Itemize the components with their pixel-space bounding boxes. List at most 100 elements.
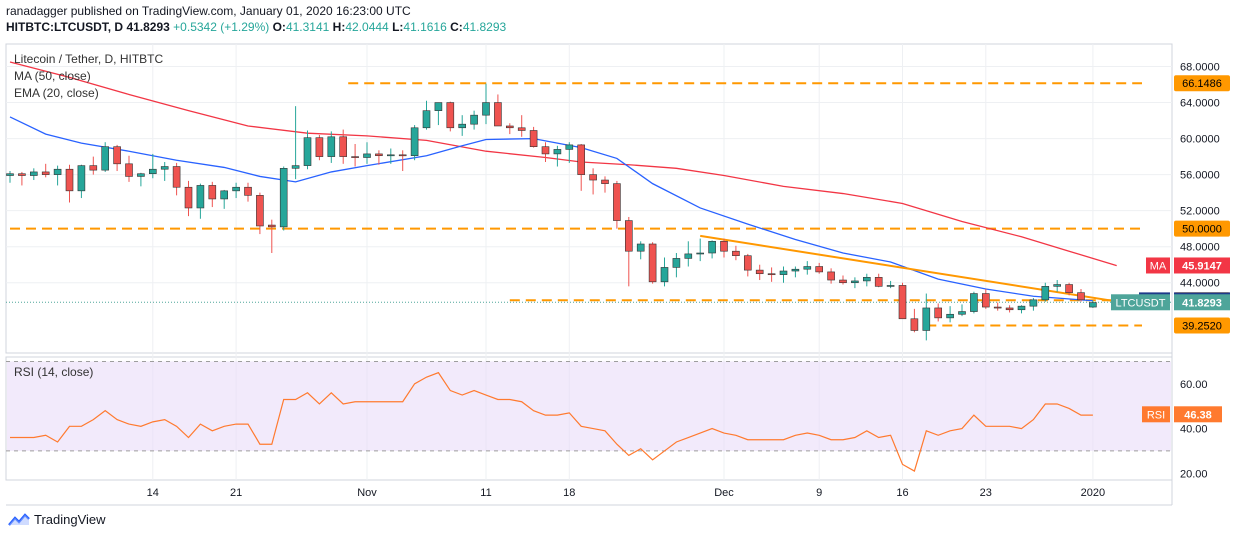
level-price-label: 50.0000 xyxy=(1182,224,1222,236)
candle-body xyxy=(53,168,62,175)
candle-body xyxy=(470,114,478,125)
price-pane xyxy=(5,43,1173,354)
rsi-line xyxy=(10,371,1093,472)
candle-body xyxy=(256,195,264,227)
candle-body xyxy=(446,102,455,129)
legend-ema: EMA (20, close) xyxy=(14,86,99,100)
candle-body xyxy=(696,252,705,255)
price-tick-label: 48.0000 xyxy=(1180,242,1220,254)
ema20-line xyxy=(9,116,1093,302)
candle-body xyxy=(89,165,98,171)
tradingview-logo-icon xyxy=(8,512,30,526)
candle-body xyxy=(934,307,943,319)
candle-body xyxy=(577,144,586,175)
candle-body xyxy=(672,258,681,268)
time-tick-label: 2020 xyxy=(1081,487,1105,499)
rsi-tick-label: 40.00 xyxy=(1180,424,1208,436)
candle-body xyxy=(720,240,728,252)
candle-body xyxy=(1065,284,1073,293)
series-name-tag xyxy=(1111,294,1170,311)
candle-body xyxy=(553,149,562,155)
candle-body xyxy=(327,136,336,157)
candle-body xyxy=(827,271,835,281)
price-tick-label: 68.0000 xyxy=(1180,62,1220,74)
candle-body xyxy=(494,102,502,127)
tradingview-logo[interactable]: TradingView xyxy=(8,512,106,527)
candle-body xyxy=(172,166,181,188)
level-price-label: 66.1486 xyxy=(1182,78,1222,90)
candle-body xyxy=(1005,307,1014,311)
candle-body xyxy=(851,280,859,284)
candle-body xyxy=(232,186,240,192)
legend-title: Litecoin / Tether, D, HITBTC xyxy=(14,52,164,66)
candle-body xyxy=(874,277,883,287)
candle-body xyxy=(482,102,490,116)
candle-body xyxy=(541,146,550,155)
published-line: ranadagger published on TradingView.com,… xyxy=(6,4,411,18)
candle-body xyxy=(1029,299,1038,307)
series-value-label: 41.8293 xyxy=(1182,297,1222,309)
candle-body xyxy=(910,318,919,331)
candle-body xyxy=(684,253,693,259)
candle-body xyxy=(160,166,169,170)
candle-body xyxy=(565,144,574,150)
candle-body xyxy=(1017,305,1026,311)
candle-body xyxy=(624,220,633,252)
candle-body xyxy=(137,173,145,177)
candle-body xyxy=(1041,286,1050,301)
candle-body xyxy=(434,102,443,111)
series-name-tag xyxy=(1146,257,1170,274)
candle-body xyxy=(839,279,847,284)
time-tick-label: 21 xyxy=(230,487,242,499)
level-price-tag xyxy=(1174,75,1230,92)
price-tick-label: 56.0000 xyxy=(1180,170,1220,182)
candle-body xyxy=(862,277,871,282)
level-price-label: 39.2520 xyxy=(1182,321,1222,333)
time-tick-label: Dec xyxy=(714,487,734,499)
candle-body xyxy=(755,269,764,275)
candle-body xyxy=(613,183,621,221)
candle-body xyxy=(339,136,348,157)
time-tick-label: 11 xyxy=(480,487,491,499)
candle-body xyxy=(922,307,931,331)
symbol-label: HITBTC:LTCUSDT, D xyxy=(6,20,124,34)
candle-body xyxy=(946,313,954,319)
candle-body xyxy=(267,224,276,228)
close-ohlc-value: 41.8293 xyxy=(462,20,507,34)
change-value: +0.5342 (+1.29%) xyxy=(173,20,270,34)
candle-body xyxy=(743,255,752,271)
candle-body xyxy=(363,153,371,158)
series-value-tag xyxy=(1174,294,1230,311)
candle-body xyxy=(993,306,1002,309)
candle-body xyxy=(529,130,538,147)
candle-body xyxy=(970,293,978,312)
candle-body xyxy=(1053,284,1061,287)
legend-ma: MA (50, close) xyxy=(14,69,91,83)
candle-body xyxy=(505,125,514,129)
candle-body xyxy=(1077,292,1085,301)
candle-body xyxy=(113,146,121,165)
legend-rsi: RSI (14, close) xyxy=(14,365,94,379)
close-value: 41.8293 xyxy=(126,20,170,34)
candle-body xyxy=(398,154,407,157)
candle-body xyxy=(517,127,526,131)
candle-body xyxy=(589,174,597,181)
candle-body xyxy=(208,185,217,200)
open-label: O: xyxy=(272,20,286,34)
candle-body xyxy=(244,186,252,196)
rsi-name-tag xyxy=(1142,406,1170,423)
candle-body xyxy=(315,137,324,157)
candle-body xyxy=(732,250,740,257)
chart-header: ranadagger published on TradingView.com,… xyxy=(6,3,506,35)
candle-body xyxy=(184,186,193,209)
candle-body xyxy=(29,171,38,176)
time-tick-label: Nov xyxy=(357,487,377,499)
close-label: C: xyxy=(450,20,463,34)
candle-body xyxy=(636,243,645,252)
time-tick-label: 16 xyxy=(896,487,908,499)
open-value: 41.3141 xyxy=(285,20,330,34)
candle-body xyxy=(125,163,133,177)
candle-body xyxy=(410,127,419,157)
rsi-tick-label: 60.00 xyxy=(1180,379,1208,391)
